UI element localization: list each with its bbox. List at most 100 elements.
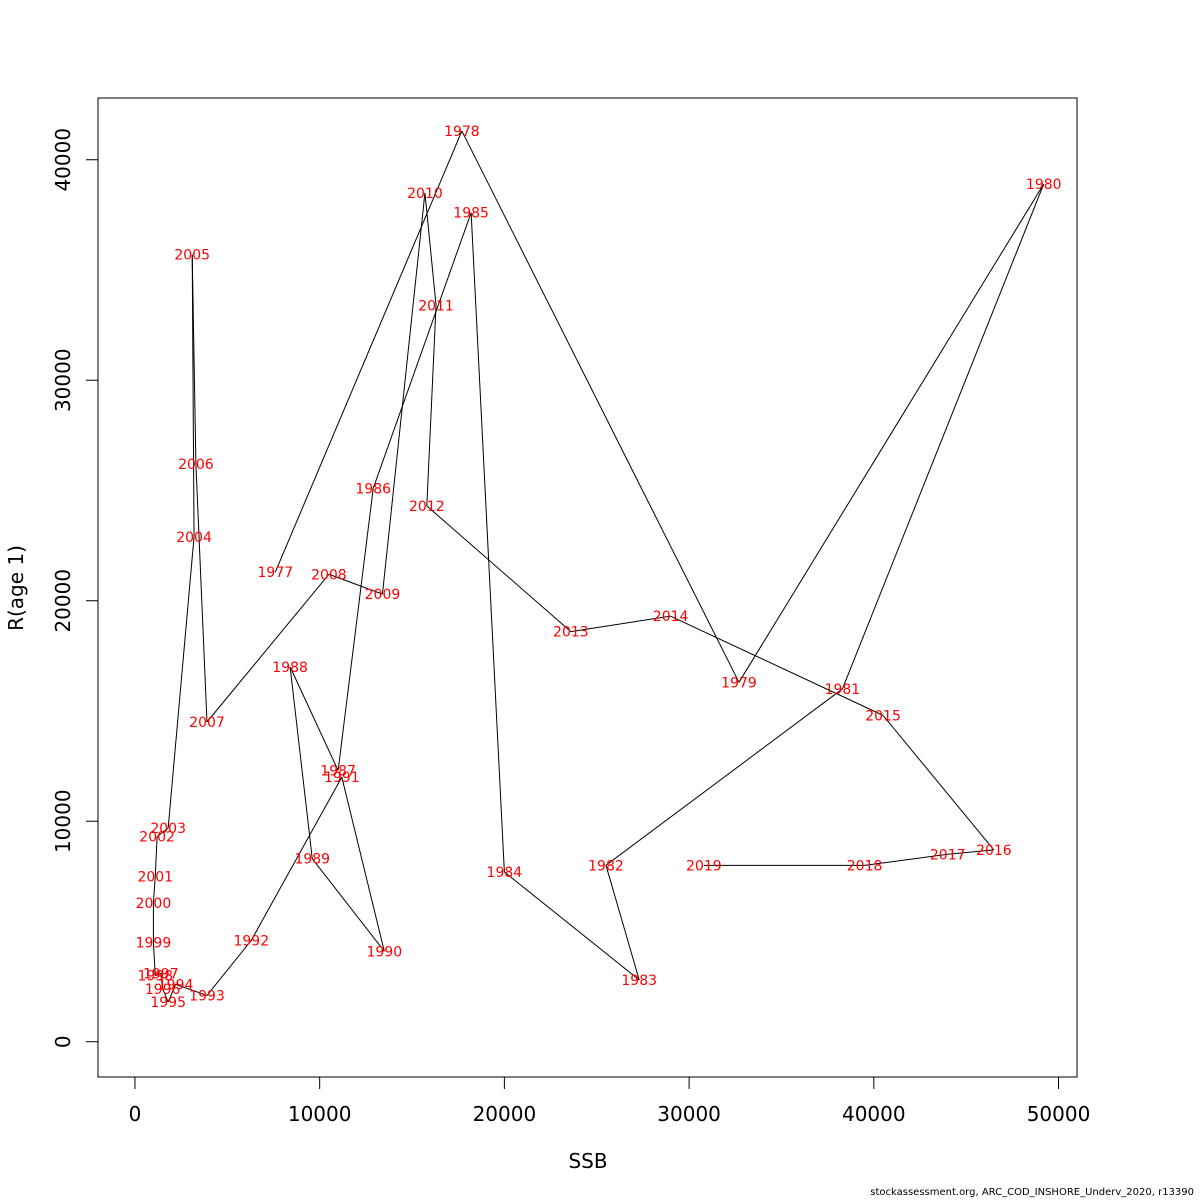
point-label-2003: 2003 [150,821,186,837]
point-label-2009: 2009 [365,587,401,603]
segment-2013-2014 [570,615,671,633]
x-axis-title: SSB [568,1149,607,1173]
segment-2011-2012 [426,305,437,506]
y-tick-label: 30000 [51,348,75,412]
segment-2012-2013 [426,505,572,632]
x-tick-label: 0 [129,1102,142,1126]
footer-credit: stockassessment.org, ARC_COD_INSHORE_Und… [870,1187,1194,1198]
point-label-2000: 2000 [136,896,172,912]
point-label-2007: 2007 [189,715,225,731]
point-label-2019: 2019 [686,858,722,874]
segment-1987-1988 [289,666,339,771]
point-label-2012: 2012 [409,499,445,515]
x-axis: 0 10000 20000 30000 40000 50000 [129,1076,1091,1126]
segment-1982-1983 [605,865,640,981]
segment-1993-1994 [175,983,208,996]
segment-2005-2006 [191,254,197,465]
segment-1992-1993 [206,939,252,996]
point-label-2015: 2015 [865,708,901,724]
segment-2017-2018 [864,853,948,866]
point-label-1984: 1984 [487,865,523,881]
point-label-1979: 1979 [721,675,757,691]
point-label-1992: 1992 [233,933,269,949]
y-tick-label: 0 [51,1035,75,1048]
segment-1995-1996 [162,988,169,1003]
point-label-1993: 1993 [189,988,225,1004]
y-axis: 0 10000 20000 30000 40000 [51,128,99,1048]
segment-1983-1984 [504,871,640,981]
segment-1984-1985 [470,212,505,872]
segment-2016-2017 [947,849,994,855]
point-label-2006: 2006 [178,457,214,473]
y-axis-title: R(age 1) [4,545,28,631]
x-tick-label: 40000 [842,1102,906,1126]
segment-1990-1991 [341,777,385,952]
point-label-1989: 1989 [294,852,330,868]
y-tick-label: 40000 [51,128,75,192]
segment-2015-2016 [882,715,995,851]
plot-frame [97,97,1078,1078]
segment-2009-2010 [381,192,426,595]
point-label-2018: 2018 [847,858,883,874]
segment-1980-1981 [841,183,1045,690]
point-label-1985: 1985 [453,206,489,222]
segment-2010-2011 [424,192,437,306]
point-label-1983: 1983 [621,973,657,989]
point-label-2005: 2005 [174,248,210,264]
point-label-1998: 1998 [137,969,173,985]
point-label-2001: 2001 [137,869,173,885]
year-labels: 1977 1978 1979 1980 1981 1982 1983 1984 1985 1986… [136,124,1062,1011]
point-label-1990: 1990 [366,944,402,960]
point-label-2014: 2014 [653,609,689,625]
point-label-1996: 1996 [145,982,181,998]
y-tick-label: 20000 [51,569,75,633]
point-label-1991: 1991 [324,770,360,786]
y-tick-label: 10000 [51,789,75,853]
point-label-2004: 2004 [176,530,212,546]
x-tick-label: 50000 [1027,1102,1091,1126]
point-label-1986: 1986 [355,481,391,497]
point-label-2016: 2016 [976,843,1012,859]
segment-2014-2015 [670,615,884,716]
segment-2007-2008 [206,573,330,723]
segment-1978-1979 [461,130,740,683]
point-label-1977: 1977 [258,565,294,581]
segment-1981-1982 [605,688,843,866]
point-label-2013: 2013 [553,625,589,641]
segment-2000-2001 [152,876,156,903]
point-label-2002: 2002 [139,830,175,846]
point-label-1999: 1999 [136,935,172,951]
segment-1977-1978 [274,130,463,573]
segment-1998-1999 [152,942,156,976]
point-label-1995: 1995 [150,995,186,1011]
point-label-1981: 1981 [825,682,861,698]
segment-1996-1997 [160,973,164,989]
point-label-1982: 1982 [588,858,624,874]
segment-1979-1980 [738,183,1045,683]
segment-2006-2007 [195,464,208,723]
segment-1985-1986 [372,212,472,489]
point-label-2011: 2011 [418,298,454,314]
point-label-1988: 1988 [272,660,308,676]
segment-1997-1998 [155,972,161,977]
x-tick-label: 30000 [657,1102,721,1126]
segment-2003-2004 [167,536,195,828]
segment-2004-2005 [191,254,195,537]
point-label-1978: 1978 [444,124,480,140]
segment-1991-1992 [250,776,343,941]
segment-1994-1995 [167,984,177,1003]
point-label-2010: 2010 [407,186,443,202]
point-label-1987: 1987 [320,764,356,780]
point-label-1994: 1994 [158,977,194,993]
x-tick-label: 20000 [473,1102,537,1126]
segment-1988-1989 [289,666,313,859]
point-label-2008: 2008 [311,567,347,583]
segment-2008-2009 [328,573,383,595]
trajectory-series [152,130,1045,1003]
segment-2001-2002 [154,836,158,877]
point-label-1997: 1997 [143,966,179,982]
x-tick-label: 10000 [288,1102,352,1126]
segment-1986-1987 [337,488,374,771]
point-label-1980: 1980 [1026,177,1062,193]
